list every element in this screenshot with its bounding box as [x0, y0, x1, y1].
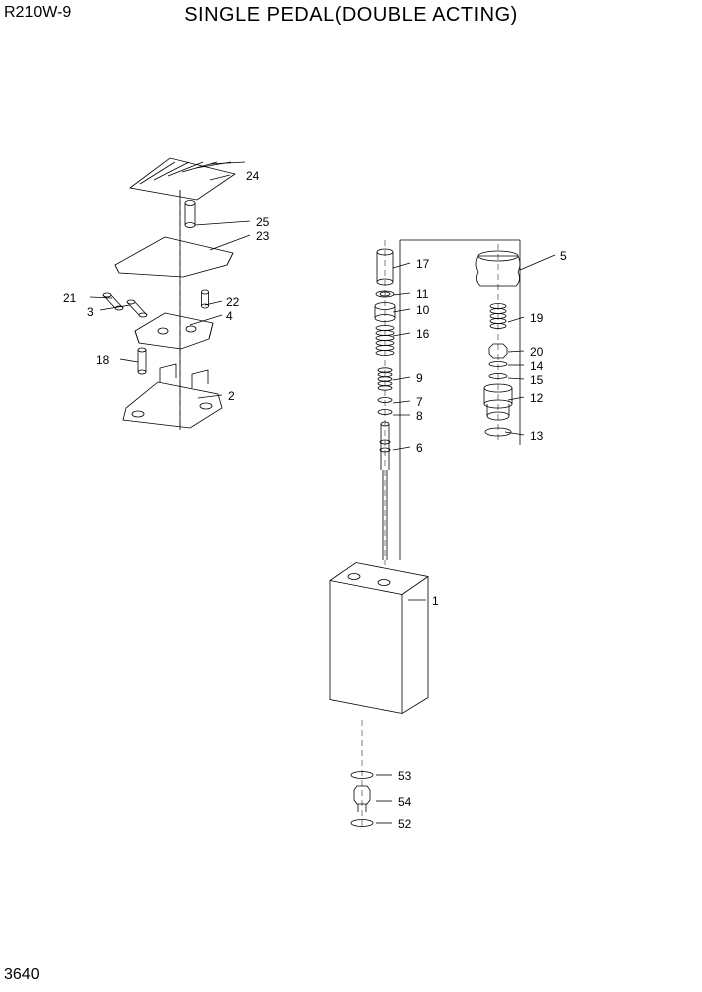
parts-diagram	[0, 0, 702, 992]
callout-2: 2	[228, 390, 235, 402]
callout-11: 11	[416, 288, 428, 300]
callout-6: 6	[416, 442, 423, 454]
callout-9: 9	[416, 372, 423, 384]
callout-1: 1	[432, 595, 439, 607]
callout-17: 17	[416, 258, 429, 270]
callout-16: 16	[416, 328, 429, 340]
callout-21: 21	[63, 292, 76, 304]
callout-4: 4	[226, 310, 233, 322]
callout-7: 7	[416, 396, 423, 408]
callout-20: 20	[530, 346, 543, 358]
callout-3: 3	[87, 306, 94, 318]
callout-10: 10	[416, 304, 429, 316]
callout-14: 14	[530, 360, 543, 372]
callout-5: 5	[560, 250, 567, 262]
callout-25: 25	[256, 216, 269, 228]
callout-52: 52	[398, 818, 411, 830]
callout-12: 12	[530, 392, 543, 404]
callout-19: 19	[530, 312, 543, 324]
callout-15: 15	[530, 374, 543, 386]
callout-18: 18	[96, 354, 109, 366]
callout-13: 13	[530, 430, 543, 442]
callout-22: 22	[226, 296, 239, 308]
callout-23: 23	[256, 230, 269, 242]
callout-54: 54	[398, 796, 411, 808]
callout-24: 24	[246, 170, 259, 182]
callout-53: 53	[398, 770, 411, 782]
callout-8: 8	[416, 410, 423, 422]
